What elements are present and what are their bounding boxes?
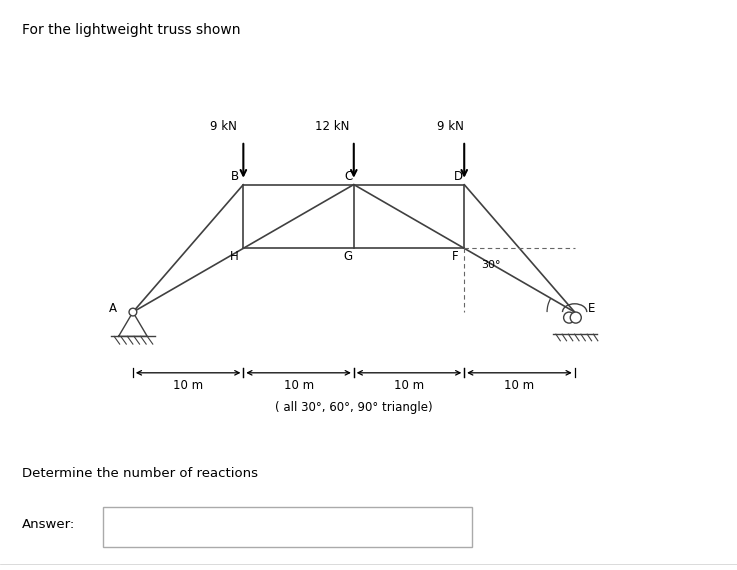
Circle shape bbox=[570, 312, 581, 323]
Text: 10 m: 10 m bbox=[504, 380, 534, 392]
Text: 12 kN: 12 kN bbox=[315, 120, 349, 133]
Text: B: B bbox=[231, 170, 239, 183]
Text: 10 m: 10 m bbox=[284, 380, 314, 392]
Text: H: H bbox=[230, 250, 239, 263]
Text: D: D bbox=[454, 170, 464, 183]
Text: 9 kN: 9 kN bbox=[210, 120, 237, 133]
Text: ( all 30°, 60°, 90° triangle): ( all 30°, 60°, 90° triangle) bbox=[275, 401, 433, 414]
Text: 10 m: 10 m bbox=[394, 380, 424, 392]
Text: Answer:: Answer: bbox=[22, 518, 75, 531]
Text: F: F bbox=[452, 250, 458, 263]
Text: 9 kN: 9 kN bbox=[436, 120, 464, 133]
Circle shape bbox=[129, 308, 137, 316]
Text: 30°: 30° bbox=[481, 260, 500, 270]
Circle shape bbox=[564, 312, 575, 323]
Text: A: A bbox=[109, 302, 117, 315]
Text: E: E bbox=[587, 302, 595, 315]
Text: For the lightweight truss shown: For the lightweight truss shown bbox=[22, 23, 240, 37]
Text: 10 m: 10 m bbox=[173, 380, 203, 392]
Text: G: G bbox=[343, 250, 353, 263]
Text: Determine the number of reactions: Determine the number of reactions bbox=[22, 467, 258, 481]
Text: C: C bbox=[344, 170, 352, 183]
